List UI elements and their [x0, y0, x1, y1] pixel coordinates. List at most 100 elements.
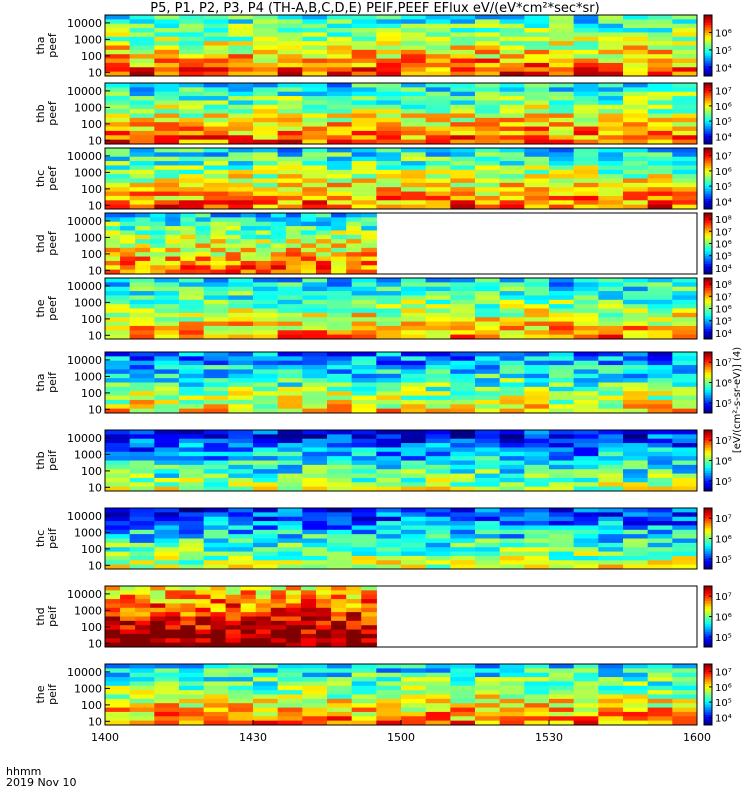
- colorbar-swatch: [704, 357, 712, 361]
- spectrogram-cell: [346, 239, 362, 245]
- colorbar-swatch: [704, 323, 712, 327]
- spectrogram-cell: [302, 703, 328, 709]
- spectrogram-cell: [270, 243, 287, 249]
- colorbar-swatch: [704, 336, 712, 340]
- spectrogram-cell: [154, 382, 180, 388]
- colorbar-swatch: [704, 395, 712, 399]
- spectrogram-cell: [401, 317, 427, 323]
- spectrogram-cell: [135, 603, 151, 609]
- spectrogram-cell: [154, 135, 180, 141]
- spectrogram-cell: [154, 54, 180, 60]
- spectrogram-cell: [549, 299, 575, 305]
- spectrogram-cell: [475, 148, 501, 153]
- spectrogram-cell: [346, 247, 362, 253]
- spectrogram-cell: [549, 41, 575, 47]
- spectrogram-cell: [129, 698, 155, 704]
- spectrogram-cell: [499, 104, 525, 110]
- spectrogram-cell: [573, 304, 599, 310]
- spectrogram-cell: [425, 521, 451, 527]
- spectrogram-cell: [346, 616, 362, 622]
- y-tick-label: 10: [88, 264, 102, 277]
- spectrogram-cell: [105, 564, 131, 569]
- spectrogram-cell: [253, 54, 279, 60]
- spectrogram-cell: [524, 443, 550, 449]
- colorbar-swatch: [704, 543, 712, 547]
- spectrogram-cell: [105, 312, 131, 318]
- spectrogram-cell: [573, 525, 599, 531]
- spectrogram-cell: [499, 139, 525, 144]
- spectrogram-cell: [647, 707, 673, 713]
- spectrogram-cell: [647, 555, 673, 561]
- spectrogram-cell: [327, 677, 353, 683]
- spectrogram-cell: [623, 447, 649, 453]
- spectrogram-cell: [524, 352, 550, 357]
- spectrogram-cell: [549, 382, 575, 388]
- spectrogram-cell: [672, 430, 697, 435]
- spectrogram-cell: [285, 590, 302, 596]
- spectrogram-cell: [549, 456, 575, 462]
- spectrogram-cell: [376, 469, 402, 475]
- spectrogram-cell: [327, 716, 353, 722]
- spectrogram-cell: [270, 590, 287, 596]
- spectrogram-cell: [499, 438, 525, 444]
- spectrogram-cell: [351, 482, 377, 488]
- spectrogram-cell: [253, 32, 279, 38]
- spectrogram-cell: [253, 391, 279, 397]
- spectrogram-cell: [270, 234, 287, 240]
- spectrogram-cell: [376, 126, 402, 132]
- spectrogram-cell: [346, 620, 362, 626]
- spectrogram-cell: [524, 711, 550, 717]
- spectrogram-cell: [499, 399, 525, 405]
- spectrogram-cell: [376, 677, 402, 683]
- spectrogram-cell: [549, 486, 575, 491]
- spectrogram-cell: [228, 325, 254, 331]
- spectrogram-cell: [499, 91, 525, 97]
- spectrogram-cell: [203, 555, 229, 561]
- spectrogram-cell: [351, 161, 377, 167]
- spectrogram-cell: [327, 291, 353, 297]
- spectrogram-cell: [277, 117, 303, 123]
- spectrogram-cell: [647, 182, 673, 188]
- spectrogram-cell: [154, 356, 180, 362]
- spectrogram-cell: [277, 386, 303, 392]
- spectrogram-cell: [195, 265, 212, 271]
- spectrogram-cell: [150, 586, 166, 591]
- spectrogram-cell: [302, 200, 328, 206]
- spectrogram-cell: [179, 165, 205, 171]
- spectrogram-cell: [450, 529, 476, 535]
- spectrogram-cell: [623, 703, 649, 709]
- spectrogram-cell: [623, 130, 649, 136]
- spectrogram-cell: [401, 117, 427, 123]
- spectrogram-cell: [549, 286, 575, 292]
- spectrogram-cell: [623, 486, 649, 491]
- spectrogram-cell: [154, 516, 180, 522]
- spectrogram-cell: [105, 36, 131, 42]
- spectrogram-cell: [475, 508, 501, 513]
- spectrogram-cell: [524, 451, 550, 457]
- spectrogram-cell: [277, 486, 303, 491]
- spectrogram-cell: [105, 672, 131, 678]
- spectrogram-cell: [549, 130, 575, 136]
- spectrogram-cell: [331, 234, 347, 240]
- spectrogram-cell: [228, 352, 254, 357]
- spectrogram-cell: [549, 83, 575, 88]
- spectrogram-cell: [376, 547, 402, 553]
- spectrogram-cell: [105, 260, 121, 266]
- spectrogram-cell: [228, 703, 254, 709]
- spectrogram-cell: [351, 365, 377, 371]
- colorbar-swatch: [704, 158, 712, 162]
- spectrogram-cell: [475, 178, 501, 184]
- spectrogram-cell: [376, 720, 402, 725]
- spectrogram-cell: [499, 62, 525, 68]
- y-tick-label: 10: [88, 559, 102, 572]
- spectrogram-cell: [154, 126, 180, 132]
- spectrogram-cell: [228, 62, 254, 68]
- spectrogram-cell: [450, 126, 476, 132]
- spectrogram-cell: [549, 117, 575, 123]
- spectrogram-cell: [499, 486, 525, 491]
- spectrogram-cell: [475, 698, 501, 704]
- spectrogram-cell: [105, 707, 131, 713]
- colorbar-swatch: [704, 248, 712, 252]
- spectrogram-cell: [573, 482, 599, 488]
